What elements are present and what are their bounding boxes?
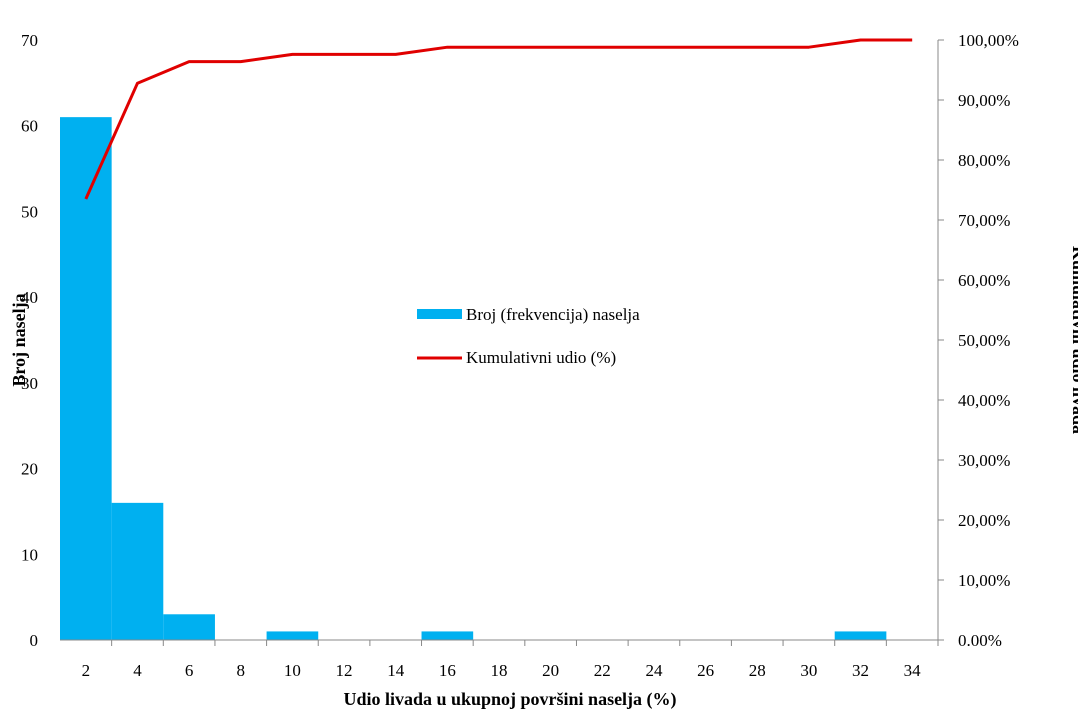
- y2-tick-label: 10,00%: [958, 571, 1010, 590]
- x-tick-label: 34: [904, 661, 922, 680]
- y2-tick-label: 60,00%: [958, 271, 1010, 290]
- cumulative-line-series: [84, 38, 913, 200]
- y2-axis-title: Kumulativni udio livada: [1069, 246, 1078, 434]
- x-tick-label: 16: [439, 661, 456, 680]
- x-tick-label: 18: [491, 661, 508, 680]
- x-tick-label: 32: [852, 661, 869, 680]
- bar-10: [266, 631, 319, 640]
- cumulative-line: [84, 38, 913, 200]
- y-tick-label: 50: [21, 202, 38, 221]
- bar-4: [111, 502, 164, 640]
- bar-series: [60, 117, 887, 640]
- y2-tick-label: 80,00%: [958, 151, 1010, 170]
- y2-tick-label: 40,00%: [958, 391, 1010, 410]
- axes: [60, 39, 944, 646]
- y-tick-label: 0: [30, 631, 39, 650]
- y2-tick-label: 20,00%: [958, 511, 1010, 530]
- x-tick-label: 22: [594, 661, 611, 680]
- x-tick-label: 26: [697, 661, 714, 680]
- tick-labels: 0 10 20 30 40 50 60 70 0.00% 10,00% 20,00% 30,00% 40…: [21, 31, 1019, 680]
- x-tick-label: 30: [800, 661, 817, 680]
- x-tick-label: 8: [237, 661, 246, 680]
- legend-line-label: Kumulativni udio (%): [466, 348, 616, 367]
- y-tick-label: 70: [21, 31, 38, 50]
- x-tick-label: 28: [749, 661, 766, 680]
- y-tick-label: 30: [21, 374, 38, 393]
- x-tick-label: 24: [645, 661, 663, 680]
- x-tick-label: 20: [542, 661, 559, 680]
- bar-16: [421, 631, 474, 640]
- y2-tick-label: 100,00%: [958, 31, 1019, 50]
- y-tick-label: 60: [21, 117, 38, 136]
- x-tick-label: 4: [133, 661, 142, 680]
- legend-bar-swatch: [417, 309, 462, 319]
- legend-bar-label: Broj (frekvencija) naselja: [466, 305, 640, 324]
- x-axis-title: Udio livada u ukupnoj površini naselja (…: [343, 689, 676, 710]
- bar-32: [834, 631, 887, 640]
- legend: Broj (frekvencija) naselja Kumulativni u…: [417, 305, 640, 367]
- x-tick-label: 12: [336, 661, 353, 680]
- x-tick-label: 10: [284, 661, 301, 680]
- y2-tick-label: 90,00%: [958, 91, 1010, 110]
- x-tick-label: 2: [82, 661, 91, 680]
- y2-tick-label: 70,00%: [958, 211, 1010, 230]
- x-tick-label: 14: [387, 661, 405, 680]
- y-tick-label: 40: [21, 288, 38, 307]
- bar-2: [60, 117, 112, 640]
- y-axis-title: Broj naselja: [9, 293, 29, 386]
- x-tick-label: 6: [185, 661, 194, 680]
- y2-tick-label: 30,00%: [958, 451, 1010, 470]
- y2-tick-label: 0.00%: [958, 631, 1002, 650]
- y-tick-label: 10: [21, 545, 38, 564]
- y2-tick-label: 50,00%: [958, 331, 1010, 350]
- bar-6: [163, 614, 215, 640]
- y-tick-label: 20: [21, 460, 38, 479]
